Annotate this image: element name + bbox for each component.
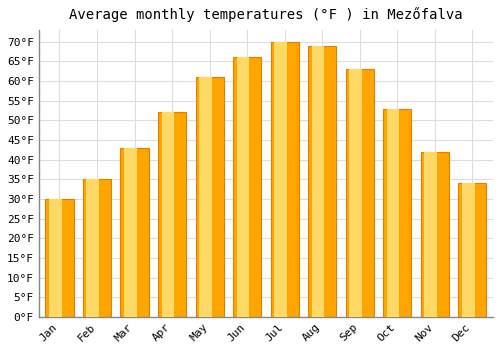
Bar	[312, 46, 324, 317]
Bar	[424, 152, 437, 317]
Bar	[349, 69, 362, 317]
Bar	[83, 179, 111, 317]
Bar	[270, 42, 299, 317]
Bar	[120, 148, 148, 317]
Bar	[383, 108, 412, 317]
Bar	[49, 199, 62, 317]
Bar	[462, 183, 474, 317]
Bar	[346, 69, 374, 317]
Bar	[196, 77, 224, 317]
Bar	[158, 112, 186, 317]
Bar	[274, 42, 287, 317]
Bar	[162, 112, 174, 317]
Bar	[199, 77, 211, 317]
Bar	[387, 108, 400, 317]
Title: Average monthly temperatures (°F ) in Mezőfalva: Average monthly temperatures (°F ) in Me…	[69, 7, 462, 22]
Bar	[421, 152, 449, 317]
Bar	[124, 148, 136, 317]
Bar	[86, 179, 99, 317]
Bar	[236, 57, 250, 317]
Bar	[458, 183, 486, 317]
Bar	[233, 57, 261, 317]
Bar	[46, 199, 74, 317]
Bar	[308, 46, 336, 317]
